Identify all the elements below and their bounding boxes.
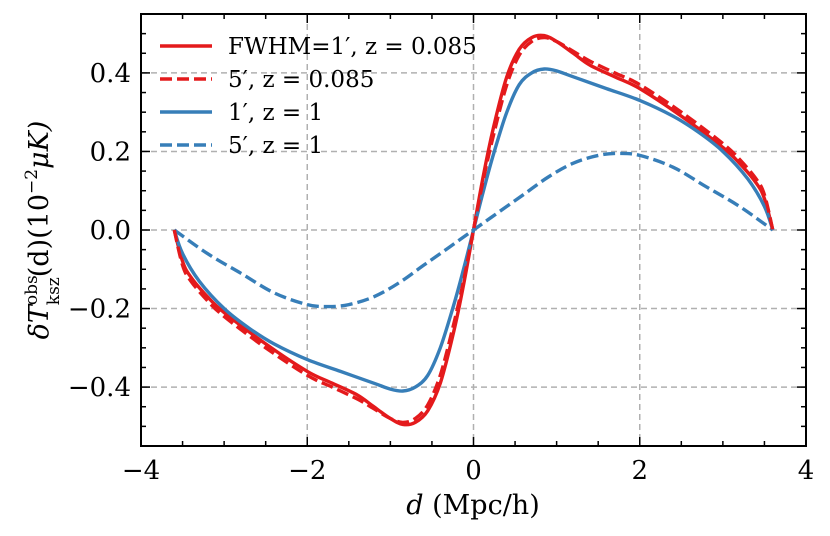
series-lines bbox=[172, 33, 775, 427]
y-tick-label: 0.4 bbox=[90, 59, 131, 89]
y-tick-label: −0.4 bbox=[68, 373, 131, 403]
x-tick-label: 2 bbox=[631, 456, 648, 486]
y-tick-label: 0.2 bbox=[90, 137, 131, 167]
x-axis-label: d (Mpc/h) bbox=[406, 490, 539, 521]
x-tick-label: −4 bbox=[122, 456, 160, 486]
tick-labels: −4 −2 0 2 4 −0.4 −0.2 0.0 0.2 0.4 bbox=[68, 59, 814, 486]
legend-label-2: 1′, z = 1 bbox=[228, 100, 323, 126]
legend: FWHM=1′, z = 0.085 5′, z = 0.085 1′, z = 1… bbox=[160, 34, 477, 159]
y-tick-label: −0.2 bbox=[68, 295, 131, 325]
legend-label-1: 5′, z = 0.085 bbox=[228, 67, 374, 93]
axis-ticks bbox=[140, 14, 807, 446]
series-line-3 bbox=[173, 151, 774, 309]
x-tick-label: 0 bbox=[465, 456, 482, 486]
legend-label-0: FWHM=1′, z = 0.085 bbox=[228, 34, 477, 60]
x-tick-label: −2 bbox=[288, 456, 326, 486]
y-axis-label: δTobs ksz(d)(10−2μK) bbox=[22, 121, 64, 340]
legend-label-3: 5′, z = 1 bbox=[228, 133, 323, 159]
x-tick-label: 4 bbox=[798, 456, 815, 486]
y-tick-label: 0.0 bbox=[90, 216, 131, 246]
series-line-1 bbox=[172, 35, 775, 425]
